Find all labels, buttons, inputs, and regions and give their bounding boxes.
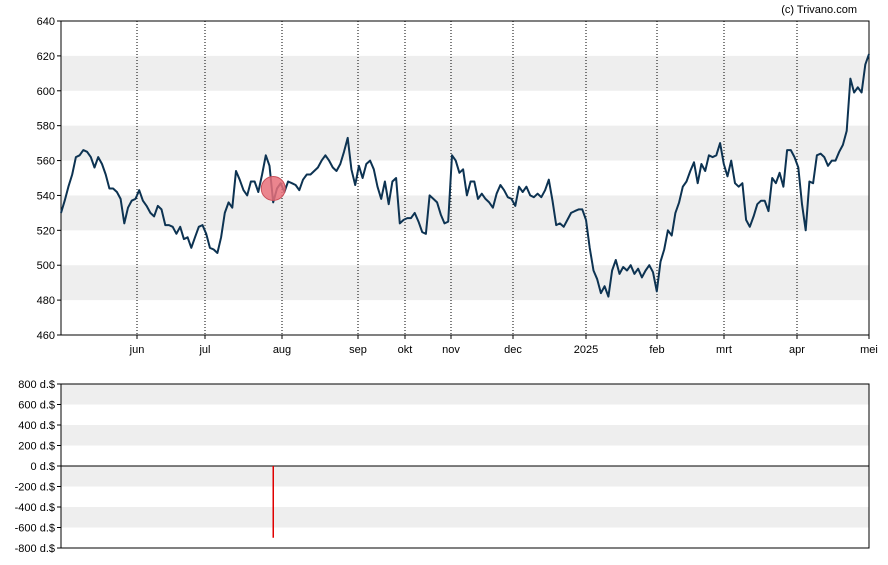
price-band [61, 125, 869, 161]
y-tick-label: 480 [37, 295, 55, 307]
y-tick-label: 560 [37, 156, 55, 168]
price-series-line [60, 53, 870, 298]
y-tick-label: 520 [37, 225, 55, 237]
amount-band [61, 507, 869, 528]
month-x-axis: jun jul aug sep okt nov dec 2025 feb mrt apr mei [129, 335, 878, 356]
amount-tick-label: 200 d.$ [18, 441, 55, 453]
x-tick-label: sep [349, 344, 367, 356]
y-tick-label: 620 [37, 51, 55, 63]
y-tick-label: 600 [37, 86, 55, 98]
y-tick-label: 640 [37, 16, 55, 28]
amount-tick-label: -600 d.$ [15, 523, 55, 535]
y-tick-label: 580 [37, 121, 55, 133]
amount-tick-label: -400 d.$ [15, 502, 55, 514]
y-tick-label: 500 [37, 260, 55, 272]
y-tick-label: 460 [37, 330, 55, 342]
price-band [61, 265, 869, 301]
amount-tick-label: -800 d.$ [15, 543, 55, 555]
price-y-axis: 460 480 500 520 540 560 580 600 620 640 [37, 16, 61, 342]
amount-tick-label: 800 d.$ [18, 379, 55, 391]
price-background-bands [61, 55, 869, 301]
x-tick-label: nov [442, 344, 460, 356]
x-tick-label: jul [198, 344, 210, 356]
x-tick-label: mei [860, 344, 878, 356]
price-chart-panel: 460 480 500 520 540 560 580 600 620 640 jun jul aug… [37, 16, 878, 356]
x-tick-label: apr [789, 344, 805, 356]
price-band [61, 55, 869, 91]
amount-band [61, 384, 869, 405]
price-band [61, 195, 869, 231]
y-tick-label: 540 [37, 190, 55, 202]
x-tick-label: aug [273, 344, 291, 356]
x-tick-label: feb [649, 344, 664, 356]
x-tick-label: jun [129, 344, 145, 356]
credit-label: (c) Trivano.com [781, 4, 857, 16]
x-tick-label: 2025 [574, 344, 598, 356]
amount-background-bands [61, 384, 869, 528]
month-gridlines [136, 21, 798, 335]
amount-y-axis: -800 d.$ -600 d.$ -400 d.$ -200 d.$ 0 d.$ 200… [15, 379, 61, 555]
x-tick-label: okt [398, 344, 413, 356]
amount-tick-label: 600 d.$ [18, 400, 55, 412]
event-marker [260, 175, 286, 201]
amount-tick-label: 400 d.$ [18, 420, 55, 432]
amount-band [61, 466, 869, 487]
amount-chart-panel: -800 d.$ -600 d.$ -400 d.$ -200 d.$ 0 d.$ 200… [15, 379, 870, 555]
amount-tick-label: 0 d.$ [31, 461, 55, 473]
x-tick-label: dec [504, 344, 522, 356]
amount-band [61, 425, 869, 446]
amount-tick-label: -200 d.$ [15, 482, 55, 494]
price-plot-frame [60, 20, 870, 336]
x-tick-label: mrt [716, 344, 732, 356]
